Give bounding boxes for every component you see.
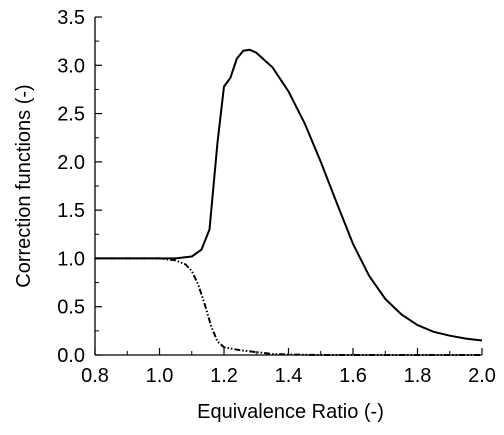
x-tick-label: 2.0 [468,365,496,387]
x-tick-label: 1.6 [339,365,367,387]
y-tick-label: 3.5 [57,7,85,29]
plot-area: 0.8 1.0 1.2 1.4 1.6 1.8 2.0 0.0 0.5 1.0 1.5 2.0 2.5 3… [57,7,496,387]
y-axis-label: Correction functions (-) [13,84,35,287]
series-line-dashdot [95,257,482,356]
x-tick-label: 0.8 [81,365,109,387]
y-tick-label: 3.0 [57,55,85,77]
x-tick-label: 1.8 [404,365,432,387]
x-tick-label: 1.2 [210,365,238,387]
x-tick-label: 1.0 [146,365,174,387]
y-tick-label: 0.0 [57,345,85,367]
y-tick-label: 2.0 [57,152,85,174]
y-tick-label: 2.5 [57,104,85,126]
y-tick-label: 1.0 [57,248,85,270]
y-tick-label: 0.5 [57,297,85,319]
x-tick-label: 1.4 [275,365,303,387]
y-tick-label: 1.5 [57,200,85,222]
series-line-solid [95,48,483,342]
x-axis-label: Equivalence Ratio (-) [197,401,384,423]
